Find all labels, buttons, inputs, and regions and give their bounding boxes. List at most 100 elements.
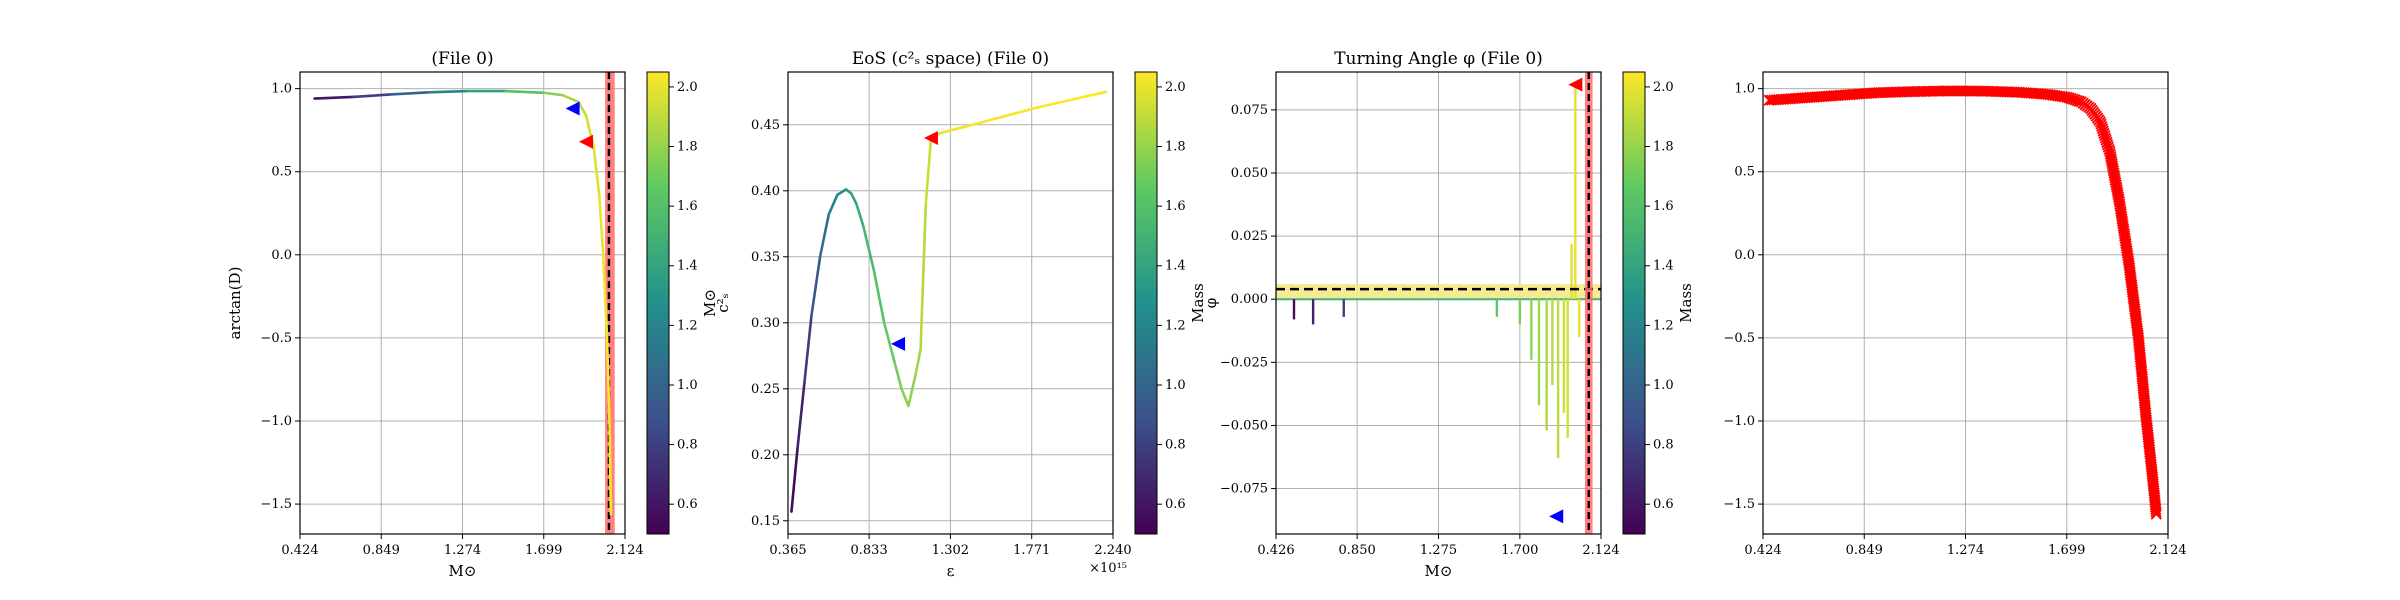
colorbar-2: 0.6 0.8 1.0 1.2 1.4 1.6 1.8 2.0 Mass: [1622, 71, 1695, 535]
colorbar-tick-label: 1.4: [677, 259, 698, 274]
arctan-d-curve-segment: [389, 90, 431, 96]
colorbar-tick-label: 1.6: [1653, 199, 1674, 214]
panel-scatter: 0.424 0.849 1.274 1.699 2.124 −1.5 −1.0 −0.5 0.0…: [1723, 71, 2187, 558]
eos-curve-segment: [872, 268, 886, 325]
arctan-d-curve-segment: [605, 336, 612, 439]
eos-curve-segment: [836, 188, 848, 197]
x-tick-label: 1.274: [444, 543, 481, 558]
colorbar-gradient-2: [1622, 71, 1646, 535]
axes-frame-3: [1762, 71, 2169, 535]
colorbar-label-0: M⊙: [701, 289, 719, 317]
colorbar-tick-label: 1.8: [1165, 140, 1186, 155]
y-tick-label: −1.0: [260, 414, 292, 429]
blue-triangle-marker: [565, 101, 580, 116]
y-tick-label: −0.5: [1723, 331, 1755, 346]
arctan-d-curve-segment: [598, 195, 605, 257]
colorbar-tick-label: 0.6: [1165, 497, 1186, 512]
x-tick-label: 0.424: [1744, 543, 1781, 558]
eos-curve-segment: [803, 314, 813, 384]
axes-frame-1: [787, 71, 1114, 535]
panel-arctan-d: 0.424 0.849 1.274 1.699 2.124 −1.5 −1.0 −0.5 0.0…: [226, 49, 644, 580]
eos-curve-segment: [855, 202, 865, 228]
colorbar-tick-label: 0.6: [1653, 497, 1674, 512]
x-tick-label: 0.365: [769, 543, 806, 558]
y-tick-label: −0.075: [1220, 482, 1268, 497]
y-tick-label: −0.025: [1220, 355, 1268, 370]
y-tick-label: 0.35: [751, 250, 780, 265]
eos-curve-segment: [907, 374, 917, 408]
eos-curve-segment: [827, 193, 839, 216]
x-tick-label: 2.124: [606, 543, 643, 558]
y-tick-label: 0.0: [1734, 248, 1755, 263]
colorbar-label-2: Mass: [1677, 283, 1695, 323]
arctan-d-curve-segment: [577, 100, 588, 117]
y-tick-label: 0.050: [1231, 166, 1268, 181]
arctan-d-curve-segment: [608, 436, 613, 516]
x-axis-label-1: ε: [947, 562, 955, 580]
colorbar-label-1: Mass: [1189, 283, 1207, 323]
y-tick-label: 1.0: [271, 82, 292, 97]
eos-curve-segment: [790, 446, 799, 513]
x-offset-text-1: ×10¹⁵: [1089, 561, 1127, 576]
panel-eos: 0.365 0.833 1.302 1.771 2.240 0.15 0.20 0.25 0.3…: [714, 49, 1132, 580]
colorbar-tick-label: 1.8: [1653, 140, 1674, 155]
x-tick-label: 2.240: [1094, 543, 1131, 558]
scatter-x-marker: [2150, 506, 2162, 518]
colorbar-tick-label: 0.6: [677, 497, 698, 512]
x-tick-label: 1.274: [1947, 543, 1984, 558]
x-tick-label: 1.700: [1501, 543, 1538, 558]
y-tick-label: 1.0: [1734, 82, 1755, 97]
eos-curve-segment: [1000, 106, 1039, 119]
y-tick-label: −0.050: [1220, 418, 1268, 433]
eos-curve-segment: [1070, 90, 1108, 102]
blue-triangle-marker: [891, 336, 906, 351]
x-tick-label: 0.424: [281, 543, 318, 558]
colorbar-tick-label: 1.0: [1653, 378, 1674, 393]
x-tick-label: 1.302: [932, 543, 969, 558]
panel-title-0: (File 0): [431, 49, 493, 69]
y-axis-label-0: arctan(D): [226, 267, 244, 340]
axes-frame-0: [299, 71, 626, 535]
arctan-d-curve-segment: [561, 93, 580, 104]
colorbar-0: 0.6 0.8 1.0 1.2 1.4 1.6 1.8 2.0 M⊙: [646, 71, 719, 535]
eos-curve-segment: [924, 136, 933, 206]
x-tick-label: 0.849: [363, 543, 400, 558]
x-tick-label: 0.833: [851, 543, 888, 558]
colorbar-gradient-0: [646, 71, 670, 535]
colorbar-tick-label: 1.2: [1653, 318, 1674, 333]
panel-title-1: EoS (c²ₛ space) (File 0): [852, 49, 1049, 69]
colorbar-tick-label: 2.0: [1653, 80, 1674, 95]
arctan-d-curve-segment: [351, 93, 393, 99]
colorbar-tick-label: 0.8: [1165, 438, 1186, 453]
panel-turning-angle: 0.426 0.850 1.275 1.700 2.124 −0.075 −0.050 −0.…: [1202, 49, 1620, 580]
y-axis-label-1: c²ₛ: [714, 293, 732, 312]
y-tick-label: 0.000: [1231, 292, 1268, 307]
arctan-d-curve-segment: [313, 95, 355, 100]
y-tick-label: −1.5: [1723, 497, 1755, 512]
x-axis-label-0: M⊙: [449, 562, 477, 580]
colorbar-tick-label: 1.6: [677, 199, 698, 214]
colorbar-tick-label: 1.8: [677, 140, 698, 155]
colorbar-1: 0.6 0.8 1.0 1.2 1.4 1.6 1.8 2.0 Mass: [1134, 71, 1207, 535]
y-tick-label: 0.40: [751, 184, 780, 199]
eos-curve-segment: [1035, 98, 1073, 109]
eos-curve-segment: [900, 387, 910, 408]
y-tick-label: 0.30: [751, 316, 780, 331]
eos-curve-segment: [862, 225, 876, 272]
y-tick-label: 0.20: [751, 448, 780, 463]
eos-curve-segment: [893, 361, 903, 391]
y-tick-label: 0.5: [1734, 165, 1755, 180]
eos-curve-segment: [966, 115, 1004, 128]
eos-curve-segment: [919, 202, 928, 351]
eos-curve-segment: [882, 321, 896, 364]
panel-title-2: Turning Angle φ (File 0): [1334, 49, 1543, 69]
y-tick-label: 0.25: [751, 382, 780, 397]
x-tick-label: 0.849: [1846, 543, 1883, 558]
y-tick-label: 0.075: [1231, 103, 1268, 118]
x-tick-label: 1.699: [525, 543, 562, 558]
colorbar-tick-label: 1.4: [1653, 259, 1674, 274]
y-tick-label: 0.45: [751, 118, 780, 133]
y-axis-label-2: φ: [1202, 298, 1220, 309]
y-tick-label: 0.15: [751, 514, 780, 529]
y-tick-label: −0.5: [260, 331, 292, 346]
